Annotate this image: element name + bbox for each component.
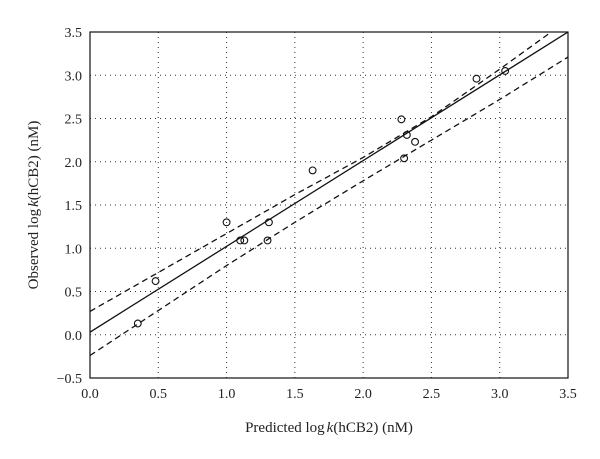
x-tick-label: 2.0 [354, 387, 372, 402]
y-tick-label: 0.5 [65, 286, 83, 301]
data-point [263, 236, 272, 245]
data-point [411, 137, 419, 146]
x-tick-label: 0.5 [150, 387, 168, 402]
data-point [400, 154, 409, 163]
x-axis-title-prefix: Predicted log [245, 420, 325, 436]
y-tick-labels: −0.5 0.0 0.5 1.0 1.5 2.0 2.5 3.0 3.5 [57, 26, 82, 387]
fit-lines [90, 32, 568, 357]
data-point [133, 319, 142, 328]
data-point [236, 236, 245, 245]
y-tick-label: 1.5 [65, 199, 83, 214]
data-point [472, 74, 481, 83]
y-tick-label: 0.0 [65, 329, 83, 344]
data-point [501, 66, 510, 75]
y-axis-title-suffix: (hCB2) (nM) [26, 121, 42, 201]
x-tick-label: 2.5 [423, 387, 441, 402]
plot-frame [89, 31, 569, 379]
x-axis-title: Predicted log k(hCB2) (nM) [245, 420, 413, 436]
lower-confidence-band [90, 56, 568, 357]
y-axis-title-prefix: Observed log [26, 208, 42, 289]
regression-line [90, 32, 568, 333]
x-tick-labels: 0.0 0.5 1.0 1.5 2.0 2.5 3.0 3.5 [81, 387, 577, 402]
x-axis-title-italic: k [327, 420, 334, 436]
upper-confidence-band [90, 32, 553, 312]
y-tick-label: −0.5 [57, 372, 82, 387]
data-point [402, 130, 411, 139]
x-axis-title-suffix: (hCB2) (nM) [333, 420, 413, 436]
y-tick-label: 3.5 [65, 26, 83, 41]
x-tick-label: 1.0 [218, 387, 236, 402]
data-point [264, 218, 273, 227]
y-tick-label: 2.0 [65, 156, 83, 171]
x-tick-label: 3.0 [491, 387, 509, 402]
x-tick-label: 3.5 [559, 387, 577, 402]
y-tick-label: 2.5 [65, 113, 83, 128]
data-point [151, 277, 160, 286]
data-point [397, 115, 406, 124]
data-point [240, 236, 249, 245]
y-tick-label: 3.0 [65, 69, 83, 84]
y-axis-title: Observed logk(hCB2) (nM) [26, 121, 42, 290]
x-tick-label: 0.0 [81, 387, 99, 402]
y-tick-label: 1.0 [65, 242, 83, 257]
x-tick-label: 1.5 [286, 387, 304, 402]
data-point [308, 166, 317, 175]
y-axis-title-italic: k [26, 200, 42, 207]
data-points [133, 66, 510, 328]
grid [90, 32, 568, 378]
data-point [222, 218, 231, 227]
